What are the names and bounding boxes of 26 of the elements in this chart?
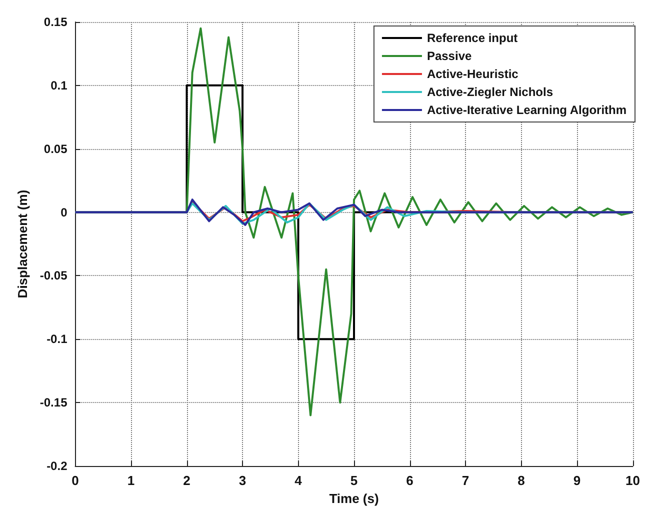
legend-label: Active-Heuristic — [426, 67, 519, 81]
legend-label: Active-Ziegler Nichols — [426, 85, 554, 99]
x-tick-label: 6 — [406, 473, 414, 488]
x-tick-label: 0 — [72, 473, 79, 488]
x-tick-label: 3 — [238, 473, 246, 488]
y-tick-label: 0.15 — [44, 15, 68, 29]
y-tick-label: 0.05 — [44, 142, 68, 156]
x-tick-label: 8 — [518, 473, 525, 488]
y-tick-label: -0.15 — [40, 396, 68, 410]
x-tick-label: 7 — [462, 473, 470, 488]
y-tick-label: -0.1 — [46, 332, 68, 346]
x-axis-title: Time (s) — [329, 490, 379, 506]
y-tick-label: -0.05 — [40, 268, 68, 283]
x-tick-label: 5 — [350, 473, 358, 488]
y-tick-label: 0.1 — [50, 78, 68, 92]
legend-label: Reference input — [426, 31, 518, 45]
x-tick-label: 4 — [294, 473, 303, 488]
y-tick-label: -0.2 — [46, 459, 68, 473]
y-tick-label: 0 — [60, 205, 68, 220]
legend-label: Active-Iterative Learning Algorithm — [426, 103, 627, 117]
legend-label: Passive — [426, 49, 472, 63]
x-tick-label: 2 — [183, 473, 190, 488]
y-axis-title: Displacement (m) — [15, 190, 30, 298]
x-tick-label: 1 — [127, 473, 135, 488]
x-tick-label: 9 — [573, 473, 581, 488]
x-tick-label: 10 — [626, 473, 640, 488]
